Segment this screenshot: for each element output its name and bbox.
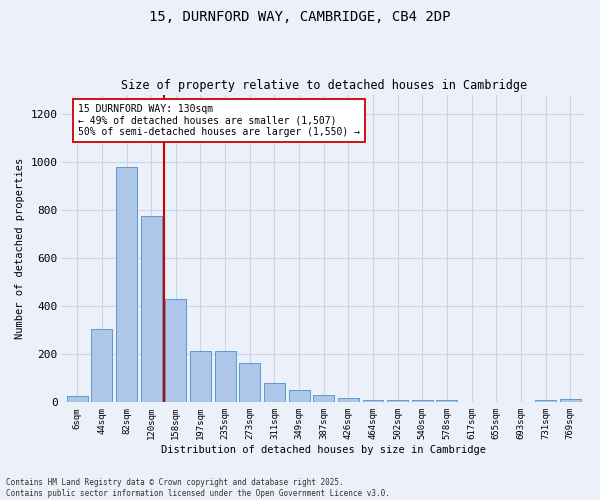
Text: 15 DURNFORD WAY: 130sqm
← 49% of detached houses are smaller (1,507)
50% of semi: 15 DURNFORD WAY: 130sqm ← 49% of detache… <box>78 104 360 137</box>
Text: 15, DURNFORD WAY, CAMBRIDGE, CB4 2DP: 15, DURNFORD WAY, CAMBRIDGE, CB4 2DP <box>149 10 451 24</box>
Bar <box>338 398 359 402</box>
Bar <box>362 400 383 402</box>
Text: Contains HM Land Registry data © Crown copyright and database right 2025.
Contai: Contains HM Land Registry data © Crown c… <box>6 478 390 498</box>
Bar <box>239 362 260 403</box>
Title: Size of property relative to detached houses in Cambridge: Size of property relative to detached ho… <box>121 79 527 92</box>
Bar <box>140 216 161 402</box>
Bar <box>387 400 408 402</box>
Bar <box>313 395 334 402</box>
Bar <box>116 166 137 402</box>
Bar <box>535 400 556 402</box>
Bar <box>289 390 310 402</box>
Bar <box>560 400 581 402</box>
Bar <box>436 400 457 402</box>
Bar <box>166 299 186 403</box>
Y-axis label: Number of detached properties: Number of detached properties <box>15 158 25 339</box>
Bar <box>190 350 211 403</box>
X-axis label: Distribution of detached houses by size in Cambridge: Distribution of detached houses by size … <box>161 445 486 455</box>
Bar <box>412 400 433 402</box>
Bar <box>91 329 112 402</box>
Bar <box>215 350 236 403</box>
Bar <box>264 383 285 402</box>
Bar <box>67 396 88 402</box>
